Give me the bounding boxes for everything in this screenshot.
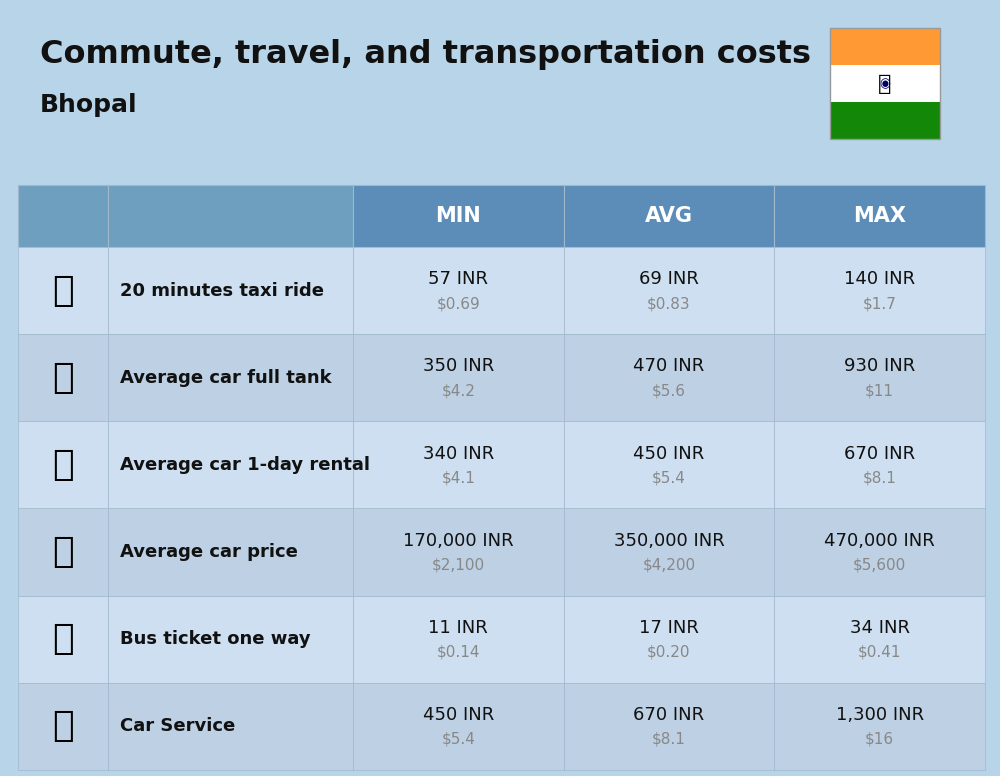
- Bar: [774, 683, 985, 770]
- Text: 470 INR: 470 INR: [633, 358, 705, 376]
- Text: $8.1: $8.1: [652, 732, 686, 747]
- Text: 🚗: 🚗: [52, 535, 74, 569]
- Text: $0.20: $0.20: [647, 645, 691, 660]
- Text: Average car full tank: Average car full tank: [120, 369, 332, 386]
- Text: 450 INR: 450 INR: [423, 706, 494, 724]
- Text: Commute, travel, and transportation costs: Commute, travel, and transportation cost…: [40, 40, 811, 71]
- Bar: [108, 334, 353, 421]
- Bar: [774, 334, 985, 421]
- Text: MIN: MIN: [435, 206, 481, 226]
- Text: $0.83: $0.83: [647, 296, 691, 311]
- Bar: [18, 334, 108, 421]
- Text: 🚙: 🚙: [52, 448, 74, 482]
- Bar: [774, 596, 985, 683]
- Text: 450 INR: 450 INR: [633, 445, 705, 462]
- Text: 170,000 INR: 170,000 INR: [403, 532, 514, 549]
- Bar: [774, 185, 985, 247]
- Text: $5.6: $5.6: [652, 383, 686, 398]
- Bar: [564, 508, 774, 596]
- Bar: [18, 508, 108, 596]
- Bar: [353, 596, 564, 683]
- Bar: [18, 247, 108, 334]
- Bar: [353, 185, 564, 247]
- Text: ⛽: ⛽: [52, 361, 74, 395]
- Bar: [353, 508, 564, 596]
- Text: 69 INR: 69 INR: [639, 270, 699, 288]
- Text: $4,200: $4,200: [642, 558, 696, 573]
- Bar: [564, 247, 774, 334]
- Text: 340 INR: 340 INR: [423, 445, 494, 462]
- Bar: [18, 421, 108, 508]
- Text: Car Service: Car Service: [120, 718, 235, 736]
- Bar: [0, 0, 1000, 175]
- Text: 930 INR: 930 INR: [844, 358, 915, 376]
- Text: 34 INR: 34 INR: [850, 619, 910, 637]
- Bar: [108, 683, 353, 770]
- Text: 57 INR: 57 INR: [428, 270, 488, 288]
- Text: 🔵: 🔵: [878, 74, 892, 93]
- Text: 140 INR: 140 INR: [844, 270, 915, 288]
- Text: 670 INR: 670 INR: [633, 706, 705, 724]
- Text: $0.69: $0.69: [436, 296, 480, 311]
- Text: $0.41: $0.41: [858, 645, 901, 660]
- Text: $2,100: $2,100: [432, 558, 485, 573]
- Text: Average car price: Average car price: [120, 543, 298, 561]
- Text: 470,000 INR: 470,000 INR: [824, 532, 935, 549]
- Text: ◉: ◉: [880, 77, 890, 90]
- Text: $5.4: $5.4: [441, 732, 475, 747]
- Text: $5.4: $5.4: [652, 470, 686, 486]
- Bar: [353, 421, 564, 508]
- Text: 11 INR: 11 INR: [428, 619, 488, 637]
- Text: $8.1: $8.1: [863, 470, 897, 486]
- Text: MAX: MAX: [853, 206, 906, 226]
- Bar: [18, 683, 108, 770]
- Text: Bhopal: Bhopal: [40, 93, 138, 117]
- Bar: [353, 334, 564, 421]
- Bar: [18, 185, 108, 247]
- Text: $11: $11: [865, 383, 894, 398]
- Text: Average car 1-day rental: Average car 1-day rental: [120, 456, 370, 474]
- Text: AVG: AVG: [645, 206, 693, 226]
- Text: 17 INR: 17 INR: [639, 619, 699, 637]
- Bar: [564, 185, 774, 247]
- Bar: [353, 683, 564, 770]
- Bar: [830, 28, 940, 139]
- Text: $16: $16: [865, 732, 894, 747]
- Bar: [108, 247, 353, 334]
- Bar: [830, 102, 940, 139]
- Text: $0.14: $0.14: [437, 645, 480, 660]
- Text: $5,600: $5,600: [853, 558, 906, 573]
- Bar: [564, 683, 774, 770]
- Text: Bus ticket one way: Bus ticket one way: [120, 630, 311, 648]
- Text: 1,300 INR: 1,300 INR: [836, 706, 924, 724]
- Bar: [108, 596, 353, 683]
- Text: 350 INR: 350 INR: [423, 358, 494, 376]
- Text: 🚕: 🚕: [52, 274, 74, 307]
- Bar: [108, 421, 353, 508]
- Bar: [564, 596, 774, 683]
- Bar: [18, 596, 108, 683]
- Bar: [564, 421, 774, 508]
- Bar: [108, 185, 353, 247]
- Text: $1.7: $1.7: [863, 296, 897, 311]
- Bar: [830, 65, 940, 102]
- Text: 🚌: 🚌: [52, 622, 74, 656]
- Bar: [353, 247, 564, 334]
- Bar: [774, 247, 985, 334]
- Bar: [830, 28, 940, 65]
- Text: 🔧: 🔧: [52, 709, 74, 743]
- Bar: [774, 508, 985, 596]
- Text: 20 minutes taxi ride: 20 minutes taxi ride: [120, 282, 324, 300]
- Text: 670 INR: 670 INR: [844, 445, 915, 462]
- Bar: [108, 508, 353, 596]
- Text: $4.2: $4.2: [441, 383, 475, 398]
- Bar: [774, 421, 985, 508]
- Text: $4.1: $4.1: [441, 470, 475, 486]
- Text: 350,000 INR: 350,000 INR: [614, 532, 724, 549]
- Bar: [564, 334, 774, 421]
